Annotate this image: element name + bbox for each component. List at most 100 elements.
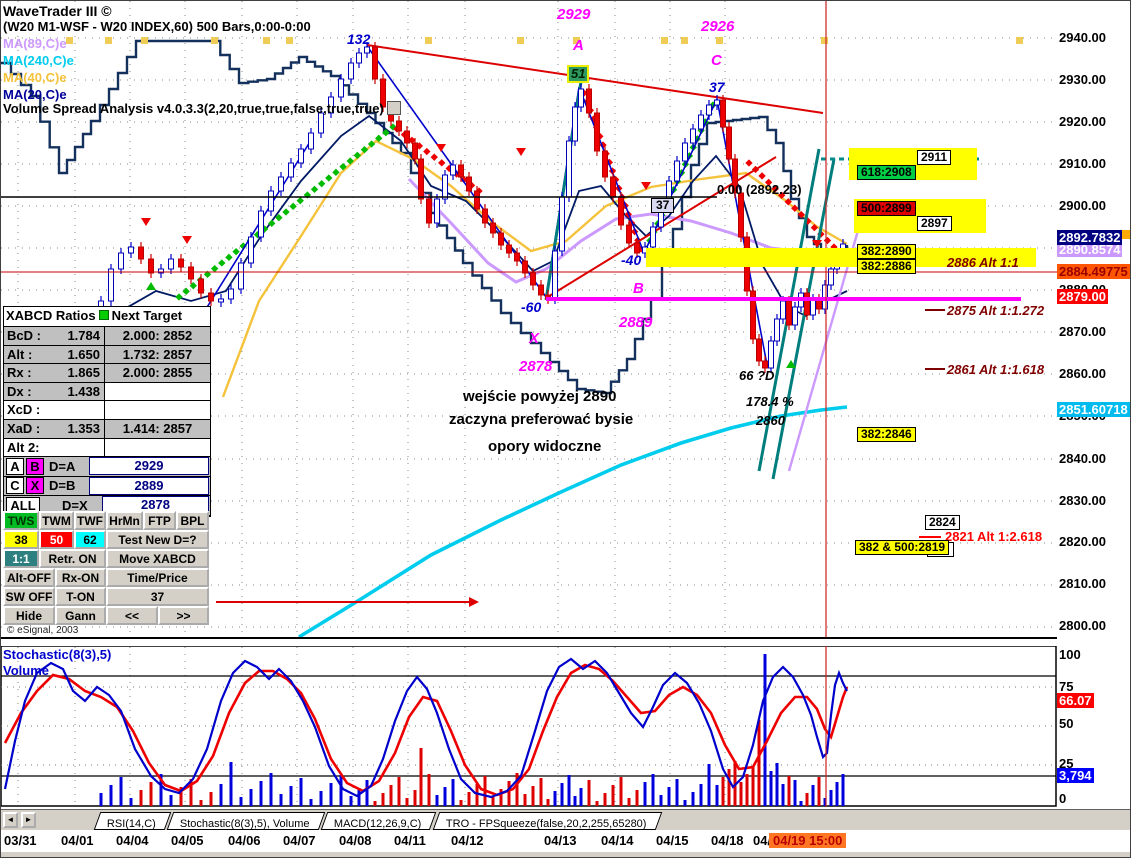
target-382-2886: 382:2886 [857,259,916,274]
label-swing-51: 51 [567,65,590,83]
label-point-x: X [529,330,540,347]
ftp-button[interactable]: FTP [143,511,176,530]
price-da: 2929 [89,457,209,476]
tab-rsi[interactable]: RSI(14,C) [93,812,172,830]
label-box-37: 37 [651,198,675,213]
tab-strip: RSI(14,C) Stochastic(8(3),5), Volume MAC… [93,812,663,830]
date-label-04-11: 04/11 [394,833,426,848]
label-point-a: A [573,37,584,54]
ind-tick-0: 0 [1059,791,1067,806]
price-chip-ma240: 2851.60718 [1057,402,1130,417]
point-x-button[interactable]: X [26,477,44,495]
price-tick-2940.00: 2940.00 [1059,30,1106,45]
alt-2875: 2875 Alt 1:1.272 [947,303,1045,318]
ratio-1-1-button[interactable]: 1:1 [3,549,39,568]
date-label-04-14: 04/14 [601,833,634,848]
gann-button[interactable]: Gann [55,606,106,625]
price-chip-stop: 2879.00 [1057,289,1108,304]
alt-off-button[interactable]: Alt-OFF [3,568,55,587]
price-tick-2930.00: 2930.00 [1059,72,1106,87]
date-label-04-18: 04/18 [711,833,744,848]
fib62-button[interactable]: 62 [74,530,106,549]
price-tick-2840.00: 2840.00 [1059,451,1106,466]
tab-macd[interactable]: MACD(12,26,9,C) [321,812,438,830]
test-new-d-button[interactable]: Test New D=? [106,530,209,549]
price-tick-2800.00: 2800.00 [1059,618,1106,633]
next-target-swatch [98,310,109,320]
date-label-04-12: 04/12 [451,833,484,848]
price-tick-2810.00: 2810.00 [1059,576,1106,591]
panel-divider[interactable] [1,637,1057,639]
twf-button[interactable]: TWF [74,511,106,530]
price-db: 2889 [89,476,209,495]
price-axis[interactable]: 2940.00 2930.00 2920.00 2910.00 2900.00 2890.… [1057,1,1130,807]
main-chart-canvas [1,1,1057,638]
alt-2861: 2861 Alt 1:1.618 [947,362,1045,377]
target-2911: 2911 [917,150,952,165]
point-all-button[interactable]: ALL [6,496,40,514]
point-a-button[interactable]: A [6,457,24,475]
bpl-button[interactable]: BPL [176,511,209,530]
tab-stochastic-volume[interactable]: Stochastic(8(3),5), Volume [167,812,326,830]
tab-scroll-left-icon[interactable]: ◄ [3,812,18,828]
time-price-button[interactable]: Time/Price [106,568,209,587]
point-c-button[interactable]: C [6,477,24,495]
point-b-button[interactable]: B [26,457,44,475]
target-500-2899: 500:2899 [857,201,916,216]
move-xabcd-button[interactable]: Move XABCD [106,549,209,568]
xabcd-panel-header: XABCD Ratios Next Target [4,307,210,327]
date-label-04-04: 04/04 [116,833,149,848]
bar-count-button[interactable]: 37 [106,587,209,606]
ma89-legend: MA(89,C)e [3,36,67,51]
label-point-c: C [711,52,722,69]
vsa-info-icon[interactable] [386,101,401,115]
step-back-button[interactable]: << [106,606,158,625]
ratio-row-bcd: BcD :1.784 2.000: 2852 [4,327,210,346]
date-label-04-07: 04/07 [283,833,316,848]
price-chip-level: 2884.49775 [1057,264,1130,279]
volume-legend: Volume [3,663,49,678]
tab-scroll-right-icon[interactable]: ► [21,812,36,828]
price-chip-last: 2892.7832 [1057,230,1123,245]
control-panel: TWS TWM TWF HrMn FTP BPL 38 50 62 Test N… [3,511,209,625]
tab-tro-fpsqueeze[interactable]: TRO - FPSqueeze(false,20,2,255,65280) [433,812,663,830]
symbol-title: (W20 M1-WSF - W20 INDEX,60) 500 Bars,0:0… [3,19,311,34]
price-tick-2920.00: 2920.00 [1059,114,1106,129]
fib38-button[interactable]: 38 [3,530,39,549]
twm-button[interactable]: TWM [39,511,74,530]
note-line3: opory widoczne [488,438,602,455]
label-ext-178: 178.4 % [746,394,794,409]
hrmn-button[interactable]: HrMn [106,511,143,530]
t-on-button[interactable]: T-ON [55,587,106,606]
ratio-row-xad: XaD :1.353 1.414: 2857 [4,419,210,439]
ratio-row-dx: Dx :1.438 [4,382,210,402]
stochastic-legend: Stochastic(8(3),5) [3,647,112,662]
label-2926: 2926 [701,18,735,35]
target-382-2846: 382:2846 [857,427,916,442]
rx-on-button[interactable]: Rx-ON [55,568,106,587]
ind-tick-50: 50 [1059,716,1074,731]
fib50-button[interactable]: 50 [39,530,74,549]
point-row-c: C X D=B 2889 [4,476,210,497]
label-swing-minus60: -60 [521,299,542,315]
ratio-row-rx: Rx :1.865 2.000: 2855 [4,364,210,383]
ma240-legend: MA(240,C)e [3,53,74,68]
target-2897: 2897 [917,216,952,231]
label-swing-132: 132 [347,31,371,47]
target-2824: 2824 [925,515,960,530]
alt-2821: 2821 Alt 1:2.618 [945,529,1043,544]
label-swing-37: 37 [709,79,725,95]
ma40-legend: MA(40,C)e [3,70,67,85]
step-forward-button[interactable]: >> [158,606,209,625]
tws-button[interactable]: TWS [3,511,39,530]
date-label-04-05: 04/05 [171,833,204,848]
retr-on-button[interactable]: Retr. ON [39,549,106,568]
hide-button[interactable]: Hide [3,606,55,625]
price-tick-2910.00: 2910.00 [1059,156,1106,171]
app-title: WaveTrader III © [3,3,112,19]
sw-off-button[interactable]: SW OFF [3,587,55,606]
label-swing-66d: 66 ?D [739,368,775,383]
price-tick-2830.00: 2830.00 [1059,493,1106,508]
stoch-value-chip: 66.07 [1057,693,1094,708]
date-axis[interactable]: 04/19 15:00 03/31 04/01 04/04 04/05 04/06 04/… [1,829,1130,852]
